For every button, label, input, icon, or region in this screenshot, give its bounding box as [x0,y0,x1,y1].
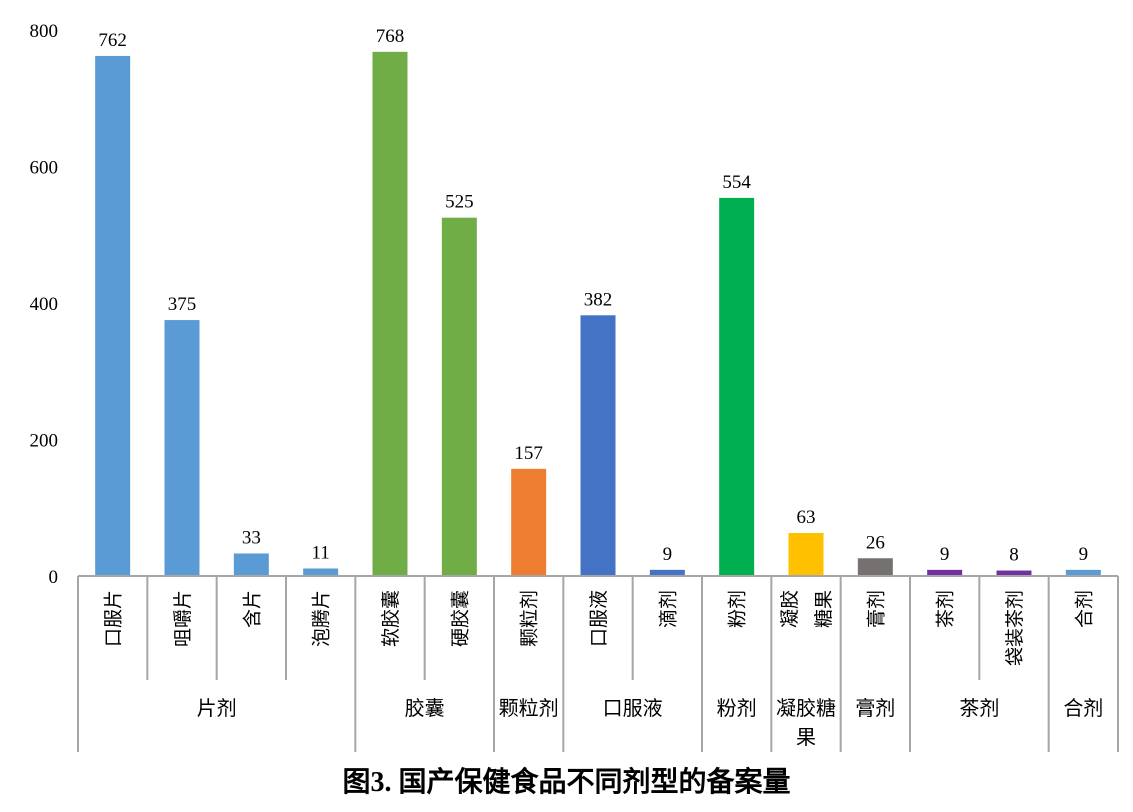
group-label: 片剂 [196,698,237,720]
y-tick-label: 400 [30,294,59,315]
bar [233,553,269,576]
bar [857,558,893,576]
data-label: 382 [584,289,613,310]
data-label: 554 [722,172,751,193]
x-tick-label: 咀嚼片 [172,590,194,647]
x-tick-label: 口服片 [103,590,125,647]
bar [719,197,755,576]
x-tick-label: 泡腾片 [311,590,333,647]
group-label: 颗粒剂 [498,698,559,720]
data-label: 762 [98,30,127,51]
x-tick-label: 粉剂 [727,590,749,628]
group-label: 粉剂 [716,698,757,720]
data-label: 525 [445,192,474,213]
x-tick-label: 滴剂 [657,590,679,628]
bar [996,570,1032,576]
x-tick-label: 颗粒剂 [519,590,541,647]
bar [1065,569,1101,576]
y-tick-label: 200 [30,431,59,452]
x-tick-label: 含片 [241,590,263,628]
group-label: 合剂 [1063,698,1104,720]
x-tick-label: 口服液 [588,590,610,647]
data-label: 33 [242,527,261,548]
group-label: 凝胶糖果 [775,698,836,749]
data-label: 63 [797,507,816,528]
x-tick-label: 软胶囊 [380,590,402,647]
x-tick-label: 茶剂 [935,590,957,628]
data-label: 9 [1079,544,1089,565]
bar [95,55,131,577]
x-tick-label: 硬胶囊 [449,590,471,647]
bar [511,468,547,576]
data-label: 9 [940,544,950,565]
x-tick-label: 糖果 [813,590,835,628]
y-tick-label: 0 [49,567,59,588]
bar [649,569,685,576]
bar [372,51,408,576]
bar [303,568,339,576]
bar-chart: 0 200 400 600 800 762 口服片 375 咀嚼片 33 含片 11 泡腾片 768 软胶囊… [30,21,1119,752]
bar [580,315,616,576]
y-tick-label: 600 [30,158,59,179]
data-label: 157 [514,443,543,464]
y-tick-label: 800 [30,21,59,42]
chart-title: 图3. 国产保健食品不同剂型的备案量 [342,767,791,798]
x-tick-label: 合剂 [1073,590,1095,628]
x-tick-label: 凝胶 [779,590,801,628]
bar [164,320,200,576]
group-label: 口服液 [602,698,663,720]
data-label: 9 [663,544,673,565]
data-label: 11 [312,542,330,563]
bar [441,217,477,576]
group-label: 胶囊 [404,698,445,720]
data-label: 26 [866,532,885,553]
bar [788,533,824,576]
bar [927,569,963,576]
data-label: 768 [376,26,405,47]
group-label: 膏剂 [855,698,896,720]
x-tick-label: 袋装茶剂 [1004,590,1026,666]
group-label: 茶剂 [959,698,1000,720]
data-label: 8 [1009,545,1019,566]
data-label: 375 [168,294,197,315]
x-tick-label: 膏剂 [864,590,887,628]
